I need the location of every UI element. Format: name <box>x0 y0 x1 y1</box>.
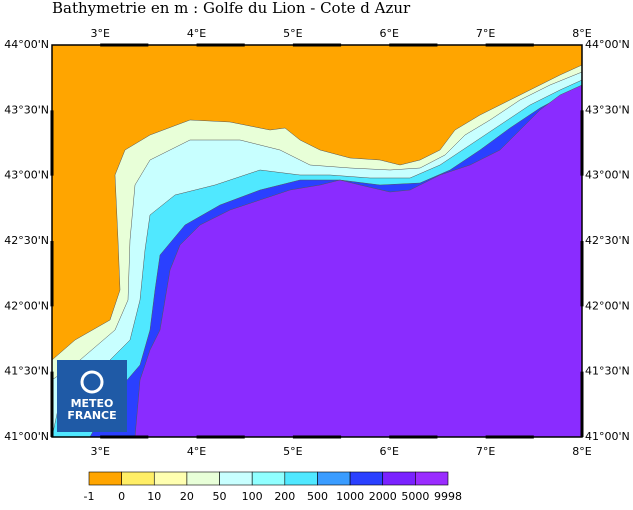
legend-swatch <box>415 471 449 486</box>
legend-swatch <box>382 471 416 486</box>
legend-label: 20 <box>180 490 194 503</box>
legend-label: 0 <box>118 490 125 503</box>
legend-label: 500 <box>307 490 328 503</box>
lat-label: 44°00'N <box>585 38 630 51</box>
legend-swatch <box>284 471 318 486</box>
lat-label: 41°00'N <box>4 430 49 443</box>
legend-swatch <box>317 471 351 486</box>
legend-swatch <box>88 471 122 486</box>
legend-label: 100 <box>242 490 263 503</box>
logo: METEO FRANCE <box>57 360 127 432</box>
logo-text: METEO <box>71 397 114 410</box>
legend-swatch <box>349 471 384 486</box>
lon-label: 5°E <box>283 27 302 40</box>
lon-label: 3°E <box>90 27 109 40</box>
lat-label: 43°30'N <box>4 103 49 116</box>
abyssal-plain <box>134 84 583 438</box>
logo-icon <box>80 370 104 394</box>
legend-swatch <box>219 471 253 486</box>
lat-label: 42°00'N <box>585 299 630 312</box>
map-title: Bathymetrie en m : Golfe du Lion - Cote … <box>52 0 411 17</box>
legend-swatch <box>251 471 286 486</box>
lon-label: 4°E <box>187 445 206 458</box>
lat-label: 43°30'N <box>585 103 630 116</box>
legend-swatch <box>153 471 188 486</box>
lon-label: 6°E <box>380 27 399 40</box>
lon-label: 4°E <box>187 27 206 40</box>
lat-label: 43°00'N <box>585 169 630 182</box>
legend-label: -1 <box>84 490 95 503</box>
lon-label: 3°E <box>90 445 109 458</box>
map-area <box>51 44 583 438</box>
lat-label: 41°00'N <box>585 430 630 443</box>
lat-label: 42°30'N <box>585 234 630 247</box>
logo-text: FRANCE <box>67 409 116 422</box>
lon-label: 5°E <box>283 445 302 458</box>
legend-swatch <box>186 471 220 486</box>
lat-label: 42°00'N <box>4 299 49 312</box>
legend-label: 10 <box>147 490 161 503</box>
lat-label: 44°00'N <box>4 38 49 51</box>
legend-swatch <box>121 471 155 486</box>
lat-label: 41°30'N <box>4 365 49 378</box>
lon-label: 8°E <box>572 27 591 40</box>
lat-label: 41°30'N <box>585 365 630 378</box>
legend-label: 1000 <box>336 490 364 503</box>
legend-label: 50 <box>213 490 227 503</box>
legend-label: 5000 <box>401 490 429 503</box>
legend-label: 200 <box>274 490 295 503</box>
legend-label: 2000 <box>369 490 397 503</box>
lon-label: 6°E <box>380 445 399 458</box>
frame-ticks <box>50 43 584 439</box>
lon-label: 7°E <box>476 27 495 40</box>
lat-label: 42°30'N <box>4 234 49 247</box>
lon-label: 7°E <box>476 445 495 458</box>
lat-label: 43°00'N <box>4 169 49 182</box>
legend-label: 9998 <box>434 490 462 503</box>
lon-label: 8°E <box>572 445 591 458</box>
